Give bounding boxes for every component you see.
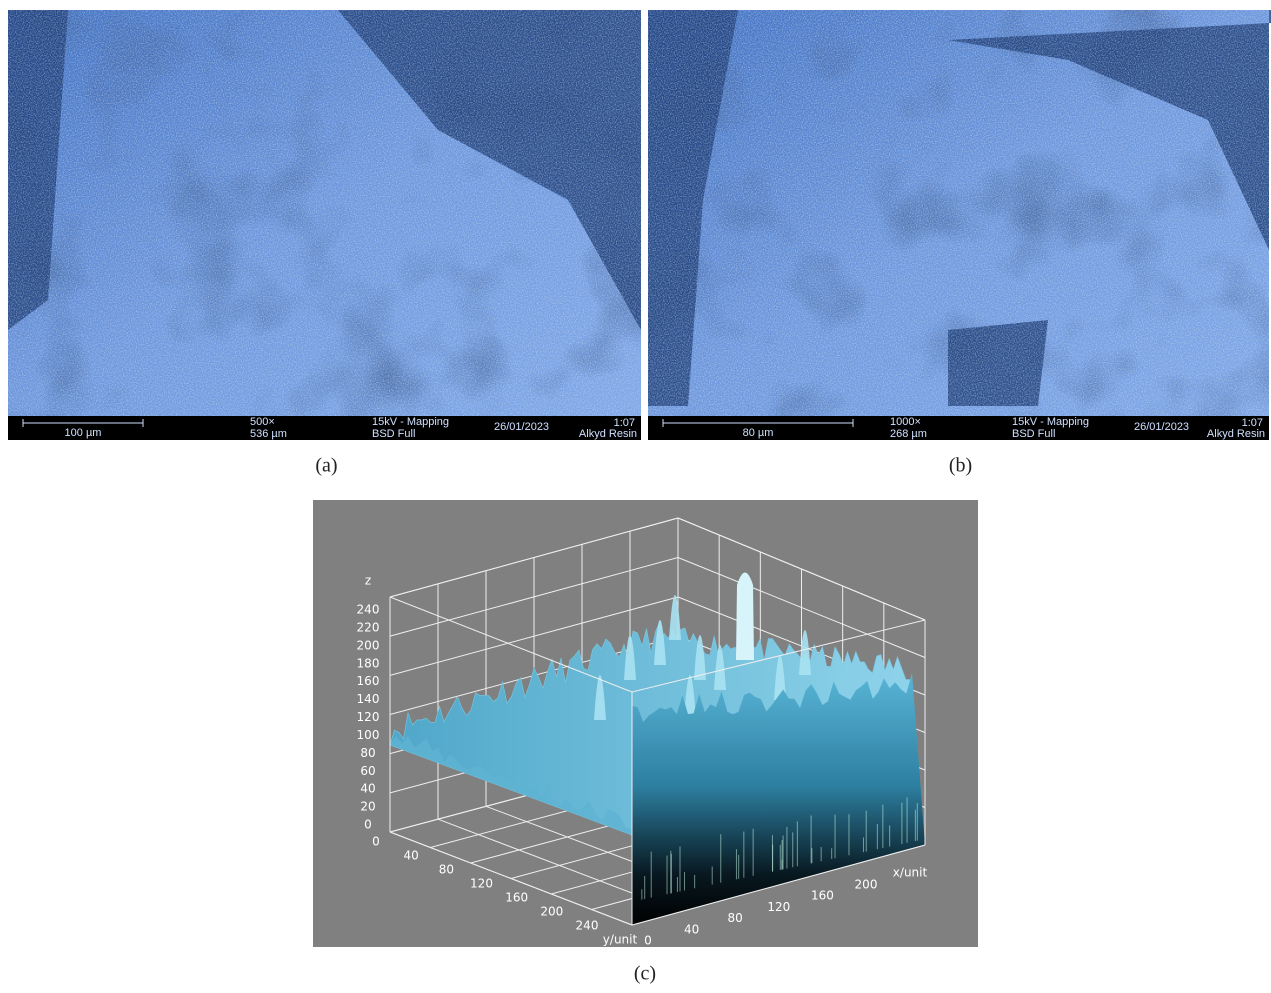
info-detector: BSD Full (1012, 428, 1055, 440)
panel-caption: (c) (634, 963, 656, 985)
info-detector: BSD Full (372, 428, 415, 440)
z-axis-label: z (365, 574, 371, 588)
figure: 100 µm500×536 µm15kV - MappingBSD Full26… (0, 0, 1271, 988)
sem-grain (648, 10, 1269, 416)
x-tick-label: 200 (855, 878, 878, 892)
surface-spike (736, 573, 754, 661)
info-field: 268 µm (890, 428, 927, 440)
info-mode: 15kV - Mapping (372, 416, 449, 428)
sem-grain (8, 10, 641, 416)
y-tick-label: 120 (470, 877, 493, 891)
z-tick-label: 0 (364, 818, 372, 832)
page: { "panels": [ {"label": "(a)", "scale": … (0, 0, 1271, 988)
x-axis-label: x/unit (893, 866, 928, 880)
x-tick-label: 80 (728, 911, 743, 925)
y-tick-label: 160 (505, 891, 528, 905)
info-scale: 80 µm (743, 427, 774, 439)
z-tick-label: 160 (357, 674, 380, 688)
z-tick-label: 120 (357, 710, 380, 724)
info-field: 536 µm (250, 428, 287, 440)
y-tick-label: 240 (576, 919, 599, 933)
z-tick-label: 40 (360, 782, 375, 796)
z-tick-label: 80 (360, 746, 375, 760)
z-tick-label: 20 (360, 800, 375, 814)
y-axis-label: y/unit (603, 933, 638, 947)
y-tick-label: 200 (540, 905, 563, 919)
info-mode: 15kV - Mapping (1012, 416, 1089, 428)
z-tick-label: 60 (360, 764, 375, 778)
panel-caption: (a) (315, 455, 337, 477)
info-scale: 100 µm (65, 427, 102, 439)
y-tick-label: 80 (439, 863, 454, 877)
info-date: 26/01/2023 (1134, 421, 1189, 433)
info-magnification: 500× (250, 416, 275, 428)
x-tick-label: 0 (644, 934, 652, 948)
y-tick-label: 0 (372, 835, 380, 849)
info-magnification: 1000× (890, 416, 921, 428)
info-sample: Alkyd Resin (579, 428, 637, 440)
z-tick-label: 240 (357, 603, 380, 617)
z-tick-label: 220 (357, 620, 380, 634)
panel-caption: (b) (949, 455, 972, 477)
y-tick-label: 40 (404, 849, 419, 863)
z-tick-label: 140 (357, 692, 380, 706)
z-tick-label: 200 (357, 638, 380, 652)
z-tick-label: 100 (357, 728, 380, 742)
info-sample: Alkyd Resin (1207, 428, 1265, 440)
z-tick-label: 180 (357, 656, 380, 670)
x-tick-label: 40 (684, 922, 699, 936)
surface-plot: 0 20 40 60 80 100 120 140 160 180 200 220 240 0 40 80 12… (313, 500, 978, 985)
x-tick-label: 120 (767, 900, 790, 914)
info-date: 26/01/2023 (494, 421, 549, 433)
x-tick-label: 160 (811, 889, 834, 903)
